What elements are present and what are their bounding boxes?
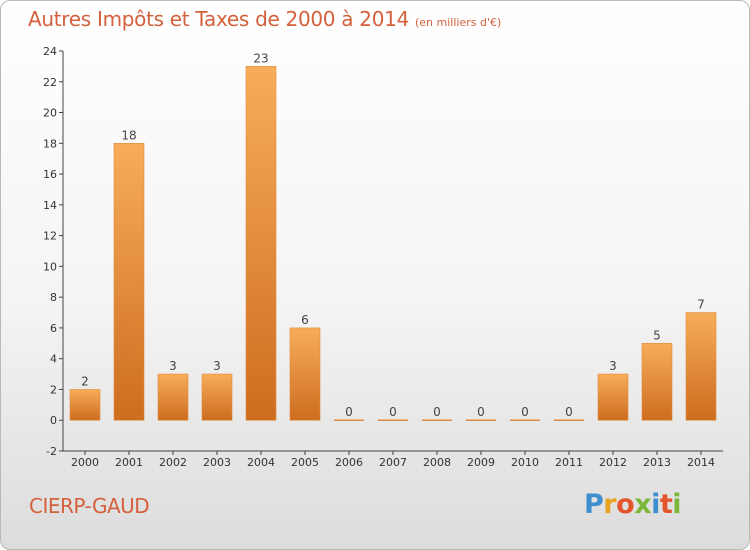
- logo-letter: i: [651, 489, 660, 520]
- y-tick-label: 12: [43, 230, 57, 243]
- x-tick-label: 2003: [203, 456, 231, 469]
- logo-letter: i: [672, 489, 682, 520]
- x-tick-label: 2008: [423, 456, 451, 469]
- bar-value-label: 6: [301, 313, 309, 327]
- x-tick-label: 2000: [71, 456, 99, 469]
- logo-letter: r: [603, 489, 617, 520]
- y-tick-label: 6: [50, 322, 57, 335]
- chart-unit: (en milliers d'€): [415, 16, 502, 29]
- bar-value-label: 0: [433, 405, 441, 419]
- bar: [597, 373, 629, 421]
- y-tick-label: -2: [46, 445, 57, 458]
- bar: [201, 373, 233, 421]
- commune-name: CIERP-GAUD: [29, 494, 150, 518]
- y-tick-label: 16: [43, 168, 57, 181]
- x-tick-label: 2006: [335, 456, 363, 469]
- x-tick-label: 2002: [159, 456, 187, 469]
- proxiti-logo[interactable]: Proxiti: [584, 489, 682, 520]
- y-tick-label: 18: [43, 137, 57, 150]
- bar-value-label: 23: [253, 51, 268, 65]
- y-tick-label: 20: [43, 107, 57, 120]
- y-tick-label: 8: [50, 291, 57, 304]
- x-tick-label: 2011: [555, 456, 583, 469]
- chart-title-text: Autres Impôts et Taxes de 2000 à 2014: [28, 7, 409, 31]
- x-tick-label: 2004: [247, 456, 275, 469]
- logo-letter: P: [584, 489, 604, 520]
- chart-title: Autres Impôts et Taxes de 2000 à 2014 (en…: [28, 7, 501, 31]
- x-tick-label: 2007: [379, 456, 407, 469]
- bar-value-label: 3: [213, 359, 221, 373]
- bar: [641, 343, 673, 421]
- bar-value-label: 0: [345, 405, 353, 419]
- y-tick-label: 0: [50, 414, 57, 427]
- bar-value-label: 3: [609, 359, 617, 373]
- bar: [69, 389, 101, 421]
- bar-value-label: 5: [653, 328, 661, 342]
- x-tick-label: 2001: [115, 456, 143, 469]
- bar-value-label: 0: [521, 405, 529, 419]
- bar: [685, 312, 717, 421]
- bar: [289, 327, 321, 421]
- x-tick-label: 2012: [599, 456, 627, 469]
- y-tick-label: 14: [43, 199, 57, 212]
- y-tick-label: 2: [50, 383, 57, 396]
- bar-value-label: 2: [81, 374, 89, 388]
- bar-value-label: 0: [565, 405, 573, 419]
- logo-letter: t: [659, 489, 673, 520]
- bar-value-label: 18: [121, 128, 136, 142]
- bar-value-label: 3: [169, 359, 177, 373]
- y-tick-label: 10: [43, 260, 57, 273]
- logo-letter: o: [616, 489, 635, 520]
- y-tick-label: 4: [50, 353, 57, 366]
- y-tick-label: 24: [43, 45, 57, 58]
- bar-value-label: 0: [477, 405, 485, 419]
- bar: [245, 66, 277, 421]
- logo-letter: x: [634, 489, 652, 520]
- x-tick-label: 2014: [687, 456, 715, 469]
- x-tick-label: 2010: [511, 456, 539, 469]
- bar-value-label: 0: [389, 405, 397, 419]
- y-tick-label: 22: [43, 76, 57, 89]
- x-tick-label: 2013: [643, 456, 671, 469]
- chart-bars: 2 18 3 3 23 6 0 0 0 0 0 0 3 5 7: [69, 51, 717, 421]
- x-tick-label: 2005: [291, 456, 319, 469]
- bar: [113, 143, 145, 421]
- bar: [157, 373, 189, 421]
- x-tick-label: 2009: [467, 456, 495, 469]
- bar-value-label: 7: [697, 298, 705, 312]
